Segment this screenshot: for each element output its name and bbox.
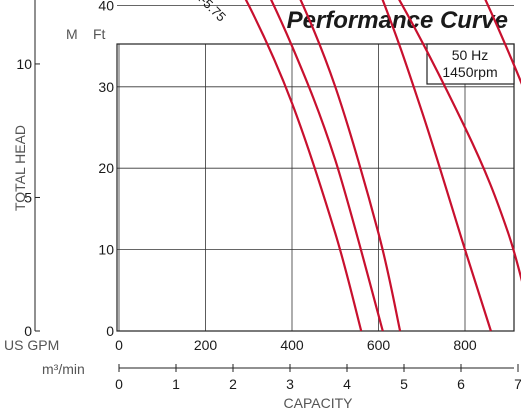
y-ticks-ft: 0102030405060708090100110	[98, 0, 114, 339]
x-tick-gpm-0: 0	[115, 337, 123, 353]
y-tick-ft-0: 0	[106, 323, 114, 339]
y-tick-m-10: 10	[16, 56, 32, 72]
unit-m-label: M	[66, 26, 78, 42]
y-axis-title: TOTAL HEAD	[12, 125, 28, 211]
x-tick-m3min-0: 0	[115, 376, 123, 392]
x-tick-gpm-600: 600	[367, 337, 391, 353]
y-ticks-m: 05101520253035	[16, 56, 32, 339]
y-tick-m-5: 5	[24, 189, 32, 205]
x-tick-gpm-400: 400	[280, 337, 304, 353]
curve-80esa-5-75	[244, 0, 363, 332]
curve-100esa-5-100	[299, 0, 402, 332]
curve-label-80esa-5-75: 80ESA-5.75	[169, 0, 229, 25]
x-tick-gpm-800: 800	[453, 337, 477, 353]
x-axis-title: CAPACITY	[284, 395, 354, 411]
frequency-note: 50 Hz	[452, 47, 489, 63]
x-tick-m3min-6: 6	[457, 376, 465, 392]
speed-note: 1450rpm	[442, 64, 497, 80]
x-axis-m3min	[118, 364, 519, 372]
y-tick-ft-30: 30	[98, 79, 114, 95]
x-tick-m3min-1: 1	[172, 376, 180, 392]
x-tick-m3min-4: 4	[343, 376, 351, 392]
x-ticks-gpm: 020040060080010001200140016001800	[115, 337, 477, 353]
curve-100esa-5-75	[270, 0, 384, 332]
y-tick-m-0: 0	[24, 323, 32, 339]
x-ticks-m3min: 0 1 2 3 4 5 6 7	[115, 376, 521, 392]
x-tick-m3min-5: 5	[400, 376, 408, 392]
unit-m3min-label: m³/min	[42, 361, 85, 377]
grid	[117, 5, 514, 332]
curve-100esa-5-150	[381, 0, 492, 332]
x-tick-m3min-7: 7	[514, 376, 521, 392]
curves	[244, 0, 521, 332]
x-tick-m3min-3: 3	[286, 376, 294, 392]
plot-frame	[116, 43, 515, 332]
y-tick-ft-10: 10	[98, 242, 114, 258]
unit-gpm-label: US GPM	[4, 337, 59, 353]
y-tick-ft-20: 20	[98, 160, 114, 176]
legend-box: 50 Hz 1450rpm	[426, 43, 515, 85]
x-tick-gpm-200: 200	[194, 337, 218, 353]
x-tick-m3min-2: 2	[229, 376, 237, 392]
chart-title: Performance Curve	[287, 7, 508, 34]
y-tick-ft-40: 40	[98, 0, 114, 13]
y-axis-m	[34, 0, 40, 332]
curve-150esa-5-150	[398, 0, 521, 282]
unit-ft-label: Ft	[93, 26, 106, 42]
